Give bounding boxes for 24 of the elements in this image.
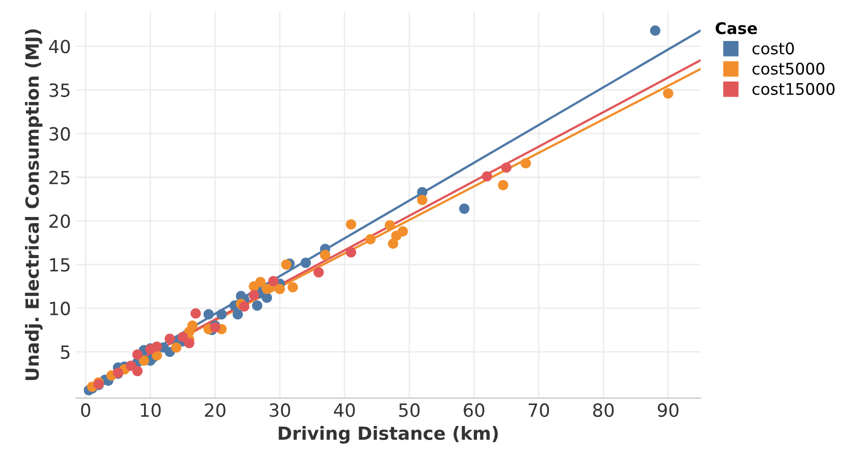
x-tick-label: 30 — [270, 403, 290, 417]
x-tick-label: 70 — [528, 403, 550, 417]
y-tick-label: 20 — [49, 214, 70, 228]
y-tick-label: 15 — [50, 258, 70, 272]
y-tick-label: 40 — [49, 40, 70, 54]
x-tick-label: 20 — [204, 403, 226, 417]
x-tick-label: 0 — [81, 403, 90, 417]
y-tick-label: 35 — [50, 83, 70, 98]
x-axis-title: Driving Distance (km) — [278, 426, 498, 444]
legend-label: cost5000 — [752, 62, 824, 75]
x-tick-label: 50 — [399, 403, 420, 417]
x-tick-label: 90 — [658, 403, 678, 417]
y-tick-label: 25 — [49, 170, 70, 184]
y-tick-label: 10 — [50, 302, 70, 316]
y-tick-label: 5 — [61, 346, 70, 359]
legend-label: cost0 — [752, 42, 794, 54]
x-tick-label: 60 — [464, 403, 484, 417]
x-tick-label: 80 — [593, 403, 614, 417]
x-tick-label: 10 — [140, 403, 161, 417]
legend-label: cost15000 — [752, 82, 835, 95]
y-tick-label: 30 — [50, 127, 70, 141]
legend-title: Case — [716, 22, 757, 34]
x-tick-label: 40 — [334, 403, 355, 417]
y-axis-title: Unadj. Electrical Consumption (MJ) — [24, 29, 43, 380]
